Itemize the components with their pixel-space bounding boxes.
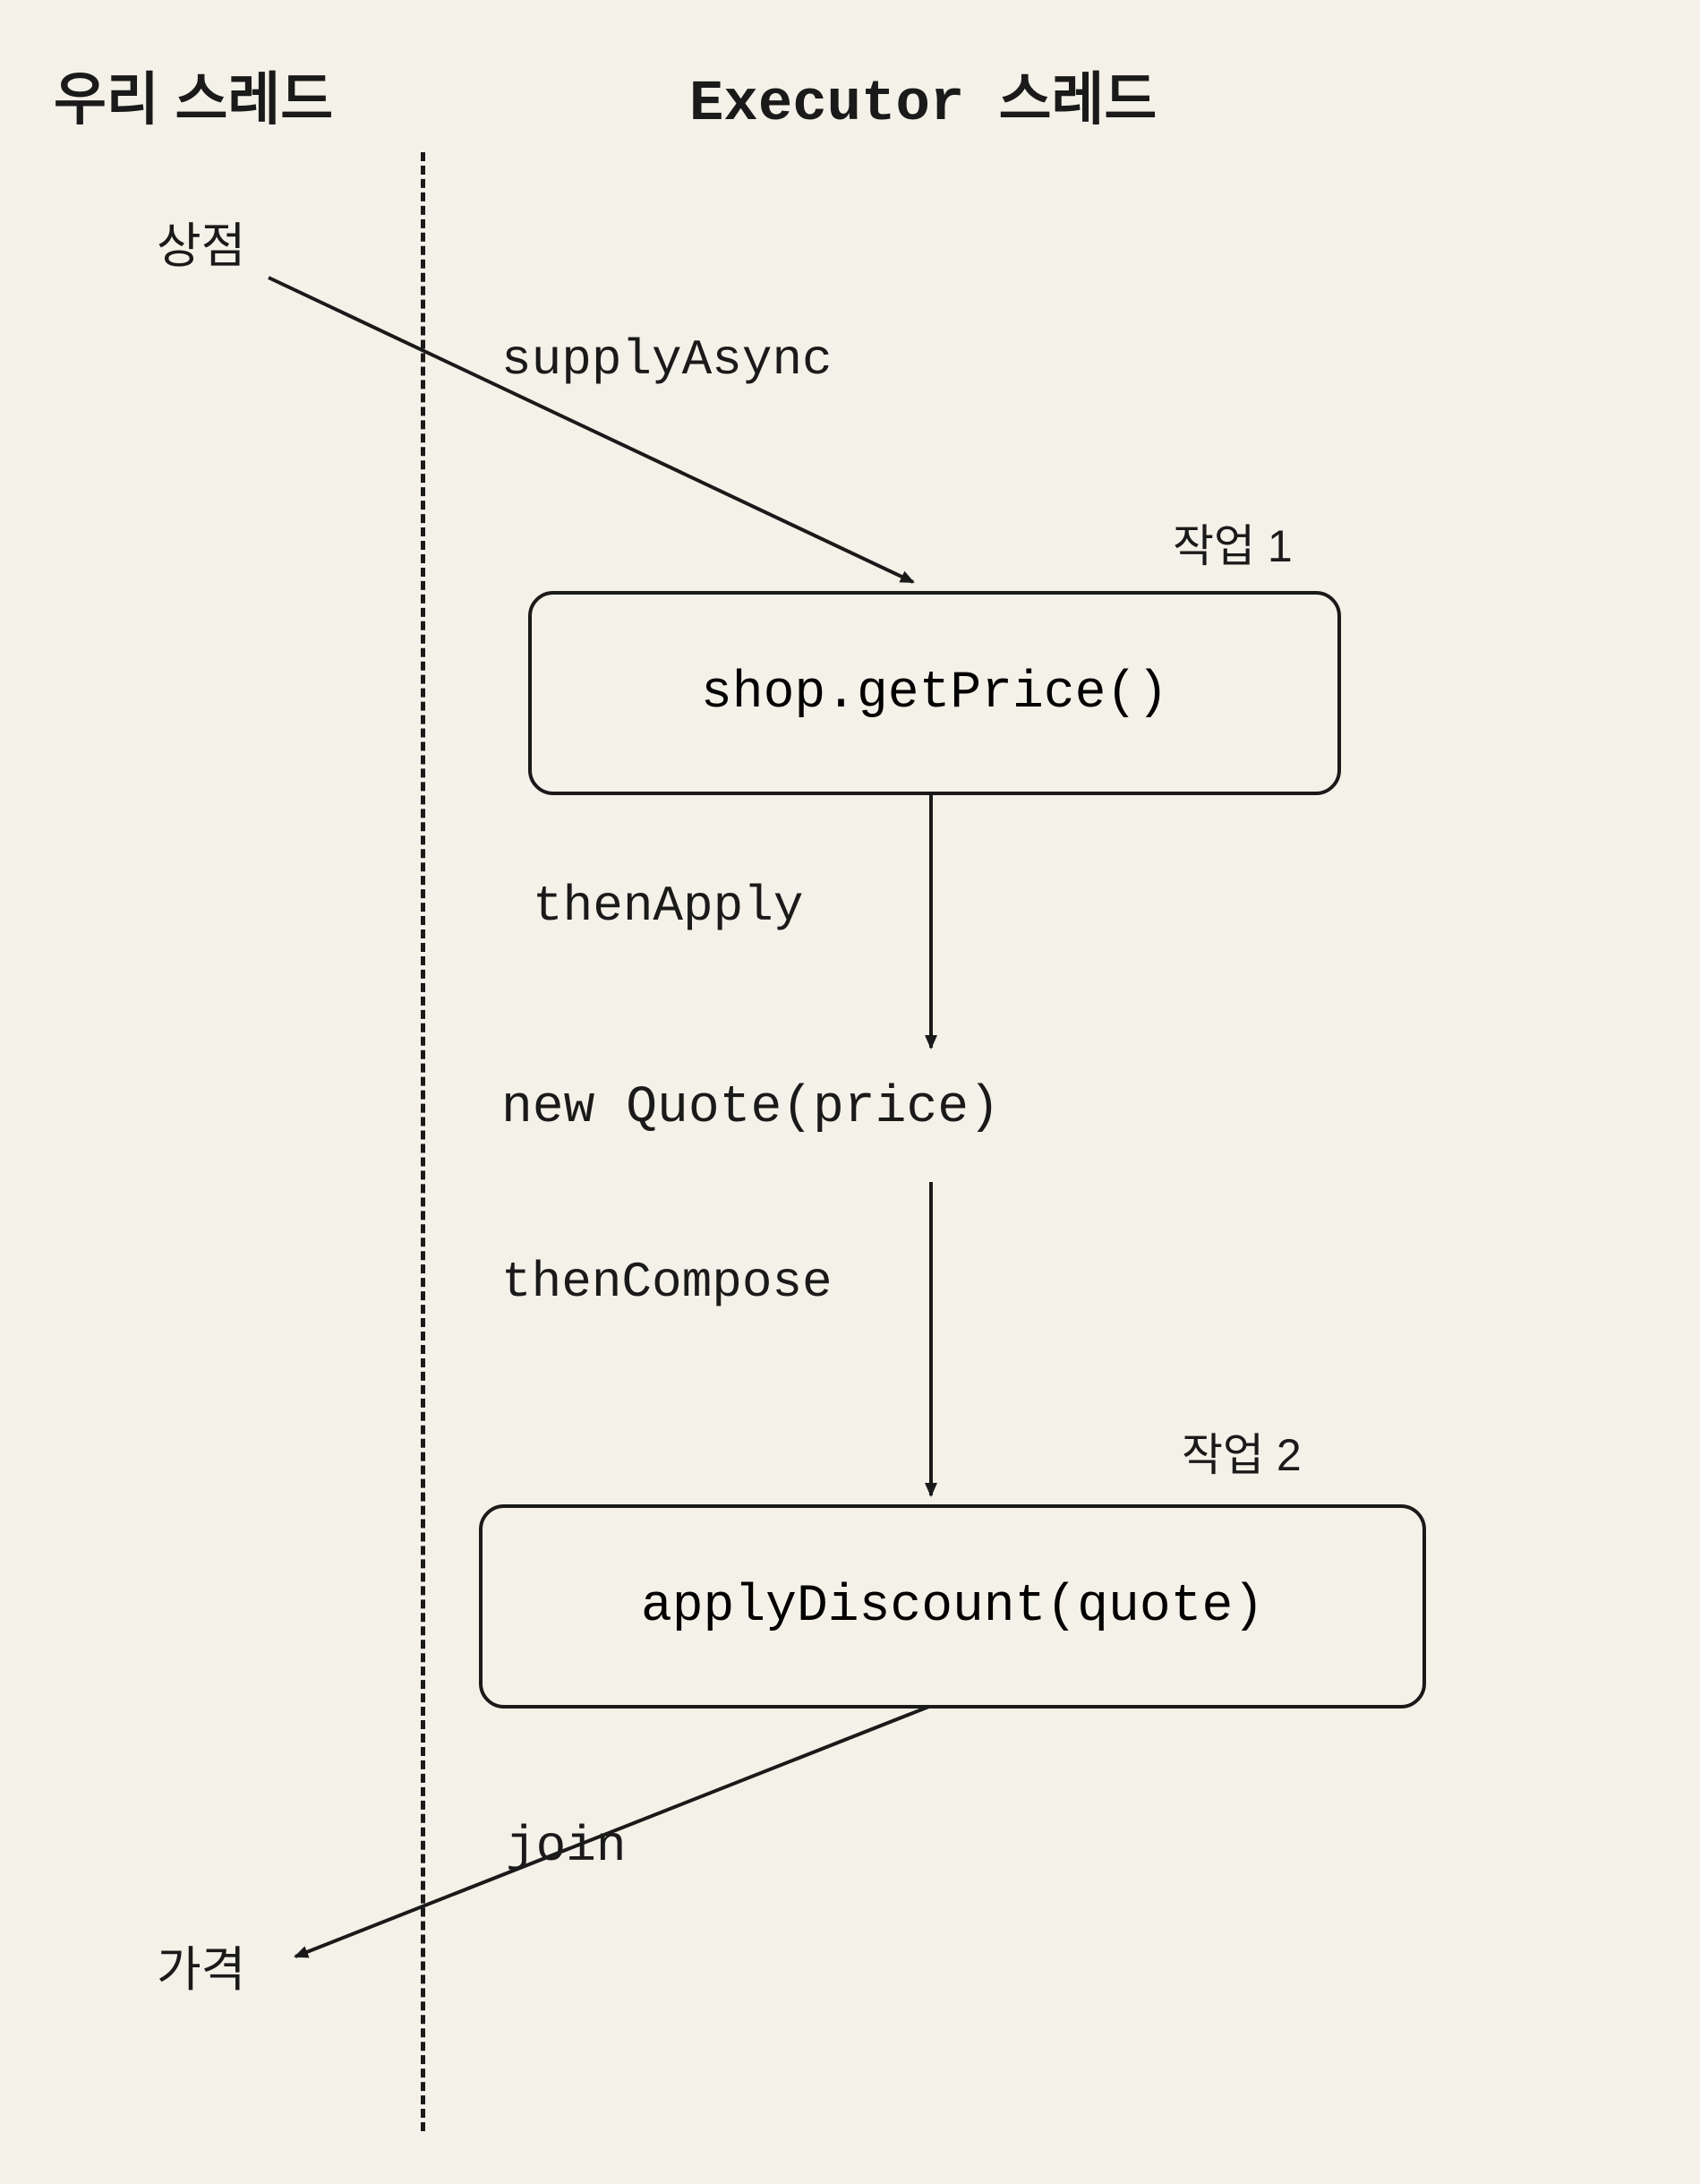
label-supply-async: supplyAsync	[501, 331, 833, 389]
label-task-2: 작업 2	[1182, 1419, 1302, 1484]
node-get-price: shop.getPrice()	[528, 591, 1341, 795]
heading-our-thread: 우리 스레드	[54, 54, 333, 136]
label-shop: 상점	[157, 206, 245, 277]
heading-executor-thread: Executor 스레드	[689, 54, 1157, 137]
node-apply-discount-text: applyDiscount(quote)	[641, 1578, 1264, 1636]
node-apply-discount: applyDiscount(quote)	[479, 1504, 1426, 1709]
label-then-apply: thenApply	[533, 878, 803, 935]
label-join: join	[506, 1818, 626, 1875]
label-new-quote: new Quote(price)	[501, 1079, 1000, 1137]
label-then-compose: thenCompose	[501, 1254, 833, 1311]
label-price: 가격	[157, 1930, 245, 2000]
diagram-canvas: 우리 스레드 Executor 스레드 상점 supplyAsync 작업 1 …	[0, 0, 1700, 2184]
thread-divider	[421, 152, 425, 2131]
node-get-price-text: shop.getPrice()	[701, 664, 1168, 723]
heading-executor-code: Executor 스레드	[689, 73, 1157, 137]
arrow-supply-async	[269, 278, 913, 582]
label-task-1: 작업 1	[1173, 510, 1293, 575]
